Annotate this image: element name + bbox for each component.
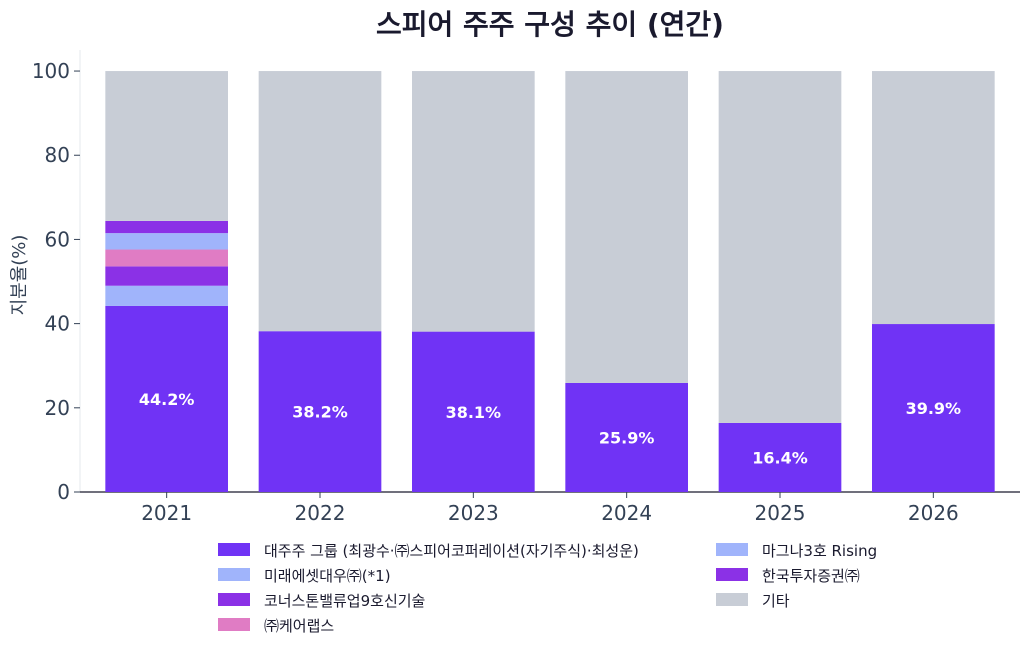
legend-label: ㈜케어랩스 — [264, 617, 334, 635]
data-label: 44.2% — [139, 390, 195, 409]
data-label: 39.9% — [906, 399, 962, 418]
bar-segment — [258, 331, 382, 492]
bar-segment — [872, 324, 995, 492]
bar-segment — [258, 71, 382, 332]
bar-segment — [565, 382, 688, 492]
y-tick-label: 60 — [45, 227, 70, 251]
legend-swatch — [218, 543, 250, 556]
data-label: 25.9% — [599, 428, 655, 447]
legend-swatch — [716, 568, 748, 581]
y-tick-label: 40 — [45, 312, 70, 336]
bar-segment — [105, 249, 228, 267]
legend-label: 한국투자증권㈜ — [762, 567, 860, 585]
legend-label: 코너스톤밸류업9호신기술 — [264, 592, 425, 610]
legend-label: 기타 — [762, 592, 790, 610]
bar-segment — [412, 331, 535, 492]
bar-segment — [105, 220, 228, 234]
bar-segment — [565, 71, 688, 383]
x-tick-label: 2022 — [295, 501, 346, 525]
legend-swatch — [218, 618, 250, 631]
x-tick-label: 2024 — [601, 501, 652, 525]
legend-label: 대주주 그룹 (최광수·㈜스피어코퍼레이션(자기주식)·최성운) — [264, 542, 639, 560]
legend-swatch — [218, 593, 250, 606]
legend-swatch — [716, 593, 748, 606]
legend-swatch — [218, 568, 250, 581]
chart-title: 스피어 주주 구성 추이 (연간) — [376, 8, 724, 41]
legend: 대주주 그룹 (최광수·㈜스피어코퍼레이션(자기주식)·최성운) 미래에셋대우㈜(… — [218, 542, 877, 635]
legend-label: 미래에셋대우㈜(*1) — [264, 567, 391, 585]
y-axis-title: 지분율(%) — [9, 235, 30, 316]
bar-segment — [872, 71, 995, 325]
x-tick-label: 2025 — [755, 501, 806, 525]
plot-area: 0 20 40 60 80 100 44.2% 2021 38.2% 2022 38.1% 2023 2… — [32, 50, 1020, 525]
bar-segment — [105, 233, 228, 250]
bar-segment — [718, 422, 842, 492]
y-tick-label: 0 — [57, 480, 70, 504]
bar-segment — [105, 285, 228, 306]
bar-segment — [412, 71, 535, 332]
legend-label: 마그나3호 Rising — [762, 542, 877, 560]
x-tick-label: 2023 — [448, 501, 499, 525]
y-tick-label: 100 — [32, 59, 70, 83]
y-tick-label: 20 — [45, 396, 70, 420]
x-tick-label: 2026 — [908, 501, 959, 525]
bar-segment — [105, 305, 228, 492]
x-tick-label: 2021 — [141, 501, 192, 525]
data-label: 38.2% — [292, 403, 348, 422]
bar-segment — [105, 266, 228, 286]
data-label: 16.4% — [752, 448, 808, 467]
bar-segment — [105, 71, 228, 221]
y-tick-label: 80 — [45, 143, 70, 167]
bar-segment — [718, 71, 842, 423]
legend-swatch — [716, 543, 748, 556]
data-label: 38.1% — [446, 403, 502, 422]
